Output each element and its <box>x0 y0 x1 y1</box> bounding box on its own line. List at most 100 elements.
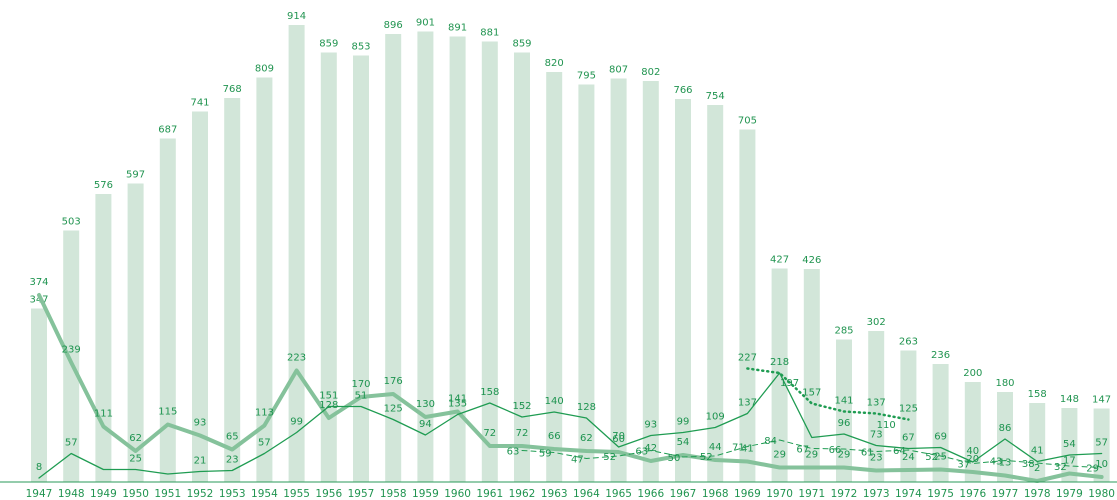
bar-value-label: 576 <box>94 180 113 191</box>
data-point-label: 170 <box>351 379 370 390</box>
bar-value-label: 426 <box>802 255 821 266</box>
data-point-label: 40 <box>966 446 979 457</box>
bar <box>707 105 724 482</box>
bar <box>353 55 369 482</box>
bar <box>546 72 563 482</box>
x-tick-label: 1960 <box>444 488 471 500</box>
bar <box>288 25 305 482</box>
data-point-label: 157 <box>802 388 821 399</box>
bars-group <box>31 25 1110 482</box>
bar-value-label: 914 <box>287 11 306 22</box>
data-point-label: 20 <box>966 454 979 465</box>
bar <box>739 129 756 482</box>
bar <box>964 382 981 482</box>
bar-value-label: 741 <box>190 98 209 109</box>
data-point-label: 374 <box>29 277 48 288</box>
data-point-label: 54 <box>677 437 690 448</box>
bar-value-label: 802 <box>641 67 660 78</box>
data-point-label: 67 <box>902 433 915 444</box>
x-tick-label: 1968 <box>702 488 729 500</box>
data-point-label: 93 <box>194 418 207 429</box>
data-point-label: 158 <box>480 387 499 398</box>
bar <box>320 52 337 482</box>
x-tick-label: 1971 <box>798 488 825 500</box>
bar <box>610 78 627 482</box>
data-point-label: 73 <box>870 430 883 441</box>
data-point-label: 152 <box>512 401 531 412</box>
bar <box>900 350 917 482</box>
bar-value-label: 754 <box>706 91 725 102</box>
data-point-label: 42 <box>644 443 657 454</box>
data-point-label: 128 <box>319 400 338 411</box>
bar-value-label: 896 <box>384 20 403 31</box>
bar-value-label: 427 <box>770 255 789 266</box>
data-point-label: 44 <box>709 442 722 453</box>
data-point-label: 141 <box>448 394 467 405</box>
x-tick-label: 1961 <box>476 488 503 500</box>
data-point-label: 61 <box>861 448 874 459</box>
bar-value-label: 809 <box>255 64 274 75</box>
data-point-label: 57 <box>258 438 271 449</box>
data-point-label: 57 <box>65 438 78 449</box>
bar <box>481 41 498 482</box>
data-point-label: 23 <box>870 453 883 464</box>
x-tick-label: 1969 <box>734 488 761 500</box>
data-point-label: 94 <box>419 419 432 430</box>
data-point-label: 218 <box>770 357 789 368</box>
x-tick-label: 1958 <box>380 488 407 500</box>
data-point-label: 62 <box>129 433 142 444</box>
data-point-label: 96 <box>838 418 851 429</box>
bar-value-label: 687 <box>158 125 177 136</box>
data-point-label: 115 <box>158 407 177 418</box>
data-point-label: 66 <box>829 445 842 456</box>
x-tick-label: 1970 <box>766 488 793 500</box>
bar-value-label: 795 <box>577 71 596 82</box>
x-tick-label: 1949 <box>90 488 117 500</box>
x-tick-label: 1973 <box>863 488 890 500</box>
x-tick-label: 1947 <box>26 488 53 500</box>
data-point-label: 29 <box>773 450 786 461</box>
data-point-label: 93 <box>644 420 657 431</box>
bar <box>1093 408 1110 482</box>
data-point-label: 63 <box>635 447 648 458</box>
data-point-label: 37 <box>957 460 970 471</box>
bar-value-label: 705 <box>738 116 757 127</box>
bar <box>192 111 208 482</box>
x-tick-labels-group: 1947 1948 1949 1950 1951 1952 1953 1954 1955 1956… <box>26 488 1115 500</box>
data-point-label: 151 <box>319 391 338 402</box>
data-point-label: 135 <box>448 399 467 410</box>
x-tick-label: 1948 <box>58 488 85 500</box>
data-point-label: 54 <box>1063 439 1076 450</box>
data-point-label: 227 <box>738 353 757 364</box>
bar <box>385 34 402 482</box>
bar-value-label: 236 <box>931 350 950 361</box>
x-tick-label: 1972 <box>831 488 858 500</box>
x-tick-label: 1957 <box>348 488 375 500</box>
bar <box>1061 408 1078 482</box>
bar-value-label: 180 <box>995 378 1014 389</box>
data-point-label: 176 <box>384 376 403 387</box>
bar <box>449 36 466 482</box>
x-tick-label: 1959 <box>412 488 439 500</box>
data-point-label: 25 <box>934 452 947 463</box>
data-point-label: 70 <box>612 431 625 442</box>
data-point-label: 13 <box>999 458 1012 469</box>
data-point-label: 52 <box>603 452 616 463</box>
data-point-label: 8 <box>36 462 42 473</box>
x-tick-label: 1964 <box>573 488 600 500</box>
x-tick-label: 1965 <box>605 488 632 500</box>
x-tick-label: 1952 <box>187 488 214 500</box>
bar-value-label: 768 <box>223 84 242 95</box>
data-point-label: 41 <box>1031 446 1044 457</box>
bar-value-label: 200 <box>963 368 982 379</box>
data-point-label: 29 <box>805 450 818 461</box>
series-line-thin <box>38 372 1103 479</box>
bar-value-label: 263 <box>899 337 918 348</box>
data-point-label: 111 <box>94 409 113 420</box>
data-point-label: 113 <box>255 408 274 419</box>
bar-value-label: 853 <box>351 42 370 53</box>
bar-value-label: 807 <box>609 65 628 76</box>
data-point-label: 62 <box>580 433 593 444</box>
